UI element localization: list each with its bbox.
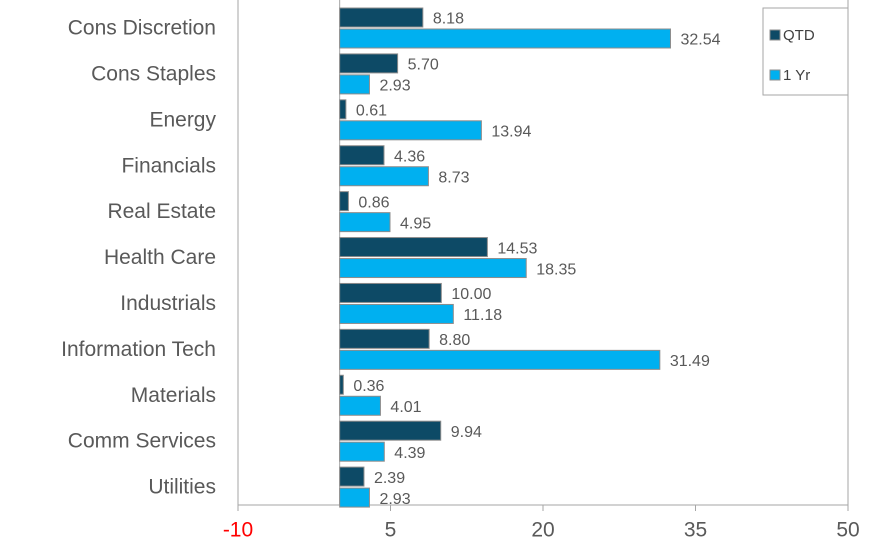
x-tick-label: 35 xyxy=(684,519,707,542)
value-label: 2.39 xyxy=(374,470,405,487)
category-label: Materials xyxy=(131,384,216,407)
value-label: 14.53 xyxy=(497,240,537,257)
bar xyxy=(339,487,370,508)
bar xyxy=(339,120,482,141)
bar xyxy=(339,420,442,441)
value-label: 32.54 xyxy=(680,32,720,49)
bar xyxy=(339,374,344,395)
bar xyxy=(339,441,385,462)
bar xyxy=(339,166,429,187)
value-label: 0.36 xyxy=(353,378,384,395)
legend-swatch xyxy=(769,69,781,81)
x-tick-label: 20 xyxy=(531,519,554,542)
legend-swatch xyxy=(769,29,781,41)
value-label: 8.73 xyxy=(438,169,469,186)
legend-label: 1 Yr xyxy=(783,67,810,84)
value-label: 8.18 xyxy=(433,11,464,28)
x-tick-label: -10 xyxy=(223,519,253,542)
legend-label: QTD xyxy=(783,27,815,44)
category-label: Industrials xyxy=(120,292,216,315)
bar xyxy=(339,28,671,49)
value-label: 10.00 xyxy=(451,286,491,303)
value-label: 0.61 xyxy=(356,103,387,120)
value-label: 4.95 xyxy=(400,215,431,232)
bar xyxy=(339,237,488,258)
value-label: 11.18 xyxy=(463,307,502,324)
bar xyxy=(339,53,399,74)
bar xyxy=(339,191,349,212)
value-label: 5.70 xyxy=(408,57,439,74)
x-tick-label: 5 xyxy=(385,519,397,542)
value-label: 13.94 xyxy=(491,124,531,141)
bar xyxy=(339,466,365,487)
x-tick-label: 50 xyxy=(836,519,859,542)
category-label: Utilities xyxy=(148,476,216,499)
category-label: Real Estate xyxy=(107,200,216,223)
bar xyxy=(339,328,430,349)
category-label: Information Tech xyxy=(61,338,216,361)
bar xyxy=(339,212,391,233)
value-label: 4.39 xyxy=(394,445,425,462)
value-label: 0.86 xyxy=(358,194,389,211)
value-label: 4.01 xyxy=(390,399,421,416)
category-label: Financials xyxy=(121,154,216,177)
value-label: 9.94 xyxy=(451,424,482,441)
value-label: 8.80 xyxy=(439,332,470,349)
category-label: Comm Services xyxy=(68,430,216,453)
bar xyxy=(339,258,527,279)
category-label: Cons Staples xyxy=(91,62,216,85)
value-label: 2.93 xyxy=(379,491,410,508)
value-label: 18.35 xyxy=(536,261,576,278)
value-label: 31.49 xyxy=(670,353,710,370)
category-label: Health Care xyxy=(104,246,216,269)
bar xyxy=(339,395,381,416)
bar xyxy=(339,74,370,95)
bar xyxy=(339,349,661,370)
bar xyxy=(339,303,454,324)
bar xyxy=(339,7,424,28)
value-label: 2.93 xyxy=(379,78,410,95)
value-label: 4.36 xyxy=(394,148,425,165)
bar xyxy=(339,145,385,166)
category-label: Cons Discretion xyxy=(68,17,216,40)
category-label: Energy xyxy=(149,108,216,131)
bar xyxy=(339,99,347,120)
bar xyxy=(339,282,442,303)
